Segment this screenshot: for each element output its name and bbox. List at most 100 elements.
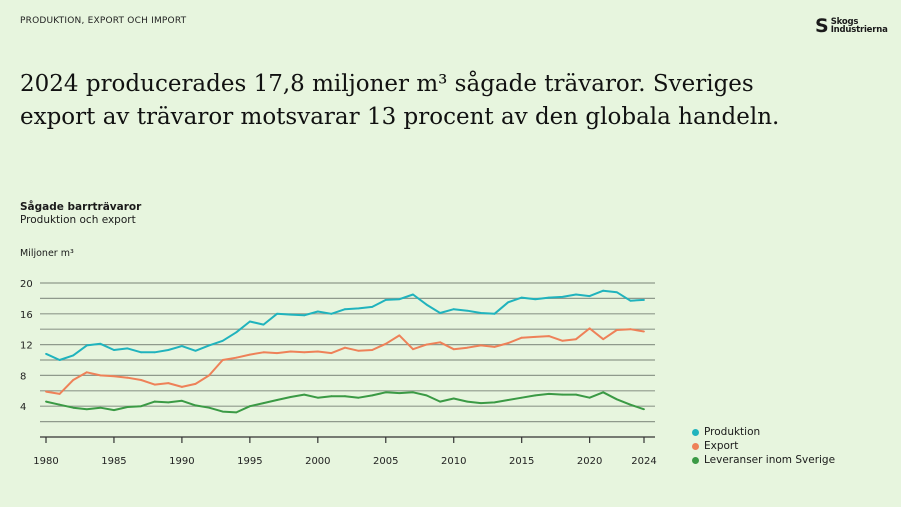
data-point bbox=[398, 392, 401, 395]
data-point bbox=[45, 390, 47, 393]
y-tick-label: 4 bbox=[20, 402, 26, 413]
series-line-produktion bbox=[45, 289, 645, 361]
legend-item: Leveranser inom Sverige bbox=[692, 453, 835, 467]
legend-dot-icon bbox=[692, 428, 699, 436]
data-point bbox=[371, 305, 374, 308]
data-point bbox=[45, 352, 47, 355]
data-point bbox=[330, 352, 333, 354]
x-tick-label: 1985 bbox=[101, 456, 126, 467]
data-point bbox=[357, 349, 360, 352]
x-tick-label: 1995 bbox=[237, 456, 262, 467]
data-point bbox=[194, 349, 197, 352]
data-point bbox=[58, 359, 61, 361]
data-point bbox=[99, 374, 102, 377]
data-point bbox=[520, 296, 523, 299]
data-point bbox=[235, 356, 238, 359]
series-line-export bbox=[45, 327, 645, 395]
data-point bbox=[629, 328, 632, 331]
data-point bbox=[561, 339, 564, 342]
data-point bbox=[466, 346, 469, 349]
data-point bbox=[588, 295, 591, 297]
data-point bbox=[330, 395, 333, 398]
skogsindustrierna-logo: S Skogs Industrierna bbox=[815, 16, 888, 36]
data-point bbox=[643, 299, 645, 301]
data-point bbox=[439, 400, 442, 403]
data-point bbox=[547, 296, 550, 299]
data-point bbox=[425, 303, 428, 306]
data-point bbox=[113, 409, 115, 411]
data-point bbox=[113, 375, 115, 378]
data-point bbox=[547, 335, 550, 338]
data-point bbox=[588, 327, 591, 330]
data-point bbox=[167, 349, 170, 351]
y-tick-label: 20 bbox=[20, 279, 33, 290]
data-point bbox=[602, 391, 605, 394]
data-point bbox=[303, 351, 306, 354]
data-point bbox=[262, 351, 265, 354]
data-point bbox=[561, 295, 564, 298]
data-point bbox=[72, 406, 75, 409]
data-point bbox=[276, 312, 278, 315]
data-point bbox=[452, 348, 455, 351]
data-point bbox=[72, 354, 75, 357]
data-point bbox=[85, 408, 88, 411]
data-point bbox=[384, 299, 387, 301]
data-point bbox=[439, 312, 442, 314]
data-point bbox=[344, 395, 346, 398]
data-point bbox=[602, 338, 605, 341]
data-point bbox=[425, 343, 428, 346]
data-point bbox=[194, 382, 197, 385]
data-point bbox=[58, 403, 61, 406]
data-point bbox=[289, 396, 292, 398]
logo-line1: Skogs bbox=[830, 16, 859, 27]
legend-dot-icon bbox=[692, 456, 699, 464]
legend-dot-icon bbox=[692, 442, 699, 450]
data-point bbox=[126, 347, 129, 350]
data-point bbox=[439, 341, 442, 344]
headline: 2024 producerades 17,8 miljoner m³ sågad… bbox=[20, 68, 880, 134]
x-tick-label: 2010 bbox=[441, 456, 466, 467]
data-point bbox=[276, 352, 278, 354]
data-point bbox=[493, 346, 496, 348]
data-point bbox=[520, 396, 523, 399]
data-point bbox=[330, 312, 333, 315]
y-tick-label: 8 bbox=[20, 371, 26, 382]
data-point bbox=[181, 386, 183, 388]
data-point bbox=[561, 393, 564, 396]
chart-subtitle: Produktion och export bbox=[20, 214, 136, 226]
legend-label: Produktion bbox=[704, 426, 761, 438]
y-axis-label: Miljoner m³ bbox=[20, 248, 74, 259]
data-point bbox=[412, 391, 414, 394]
data-point bbox=[289, 350, 292, 353]
x-tick-label: 1980 bbox=[33, 456, 58, 467]
data-point bbox=[221, 410, 224, 413]
data-point bbox=[248, 353, 251, 356]
data-point bbox=[316, 396, 319, 399]
data-point bbox=[221, 339, 224, 342]
data-point bbox=[153, 383, 156, 386]
headline-line1: 2024 producerades 17,8 miljoner m³ sågad… bbox=[20, 71, 754, 97]
section-kicker: PRODUKTION, EXPORT OCH IMPORT bbox=[20, 16, 187, 26]
legend-label: Export bbox=[704, 440, 739, 452]
x-tick-label: 2005 bbox=[373, 456, 398, 467]
data-point bbox=[425, 394, 428, 397]
data-point bbox=[99, 406, 102, 409]
data-point bbox=[615, 398, 618, 401]
data-point bbox=[85, 344, 88, 347]
data-point bbox=[303, 393, 306, 396]
legend-label: Leveranser inom Sverige bbox=[704, 454, 836, 466]
x-tick-label: 1990 bbox=[169, 456, 194, 467]
x-tick-label: 2000 bbox=[305, 456, 330, 467]
data-point bbox=[357, 307, 360, 310]
data-point bbox=[140, 351, 143, 354]
data-point bbox=[344, 346, 346, 349]
data-point bbox=[208, 374, 210, 377]
data-point bbox=[507, 399, 509, 401]
data-point bbox=[412, 348, 414, 351]
data-point bbox=[615, 329, 618, 331]
data-point bbox=[575, 393, 577, 396]
data-point bbox=[602, 289, 605, 292]
data-point bbox=[248, 405, 251, 408]
chart-legend: Produktion Export Leveranser inom Sverige bbox=[692, 425, 835, 467]
